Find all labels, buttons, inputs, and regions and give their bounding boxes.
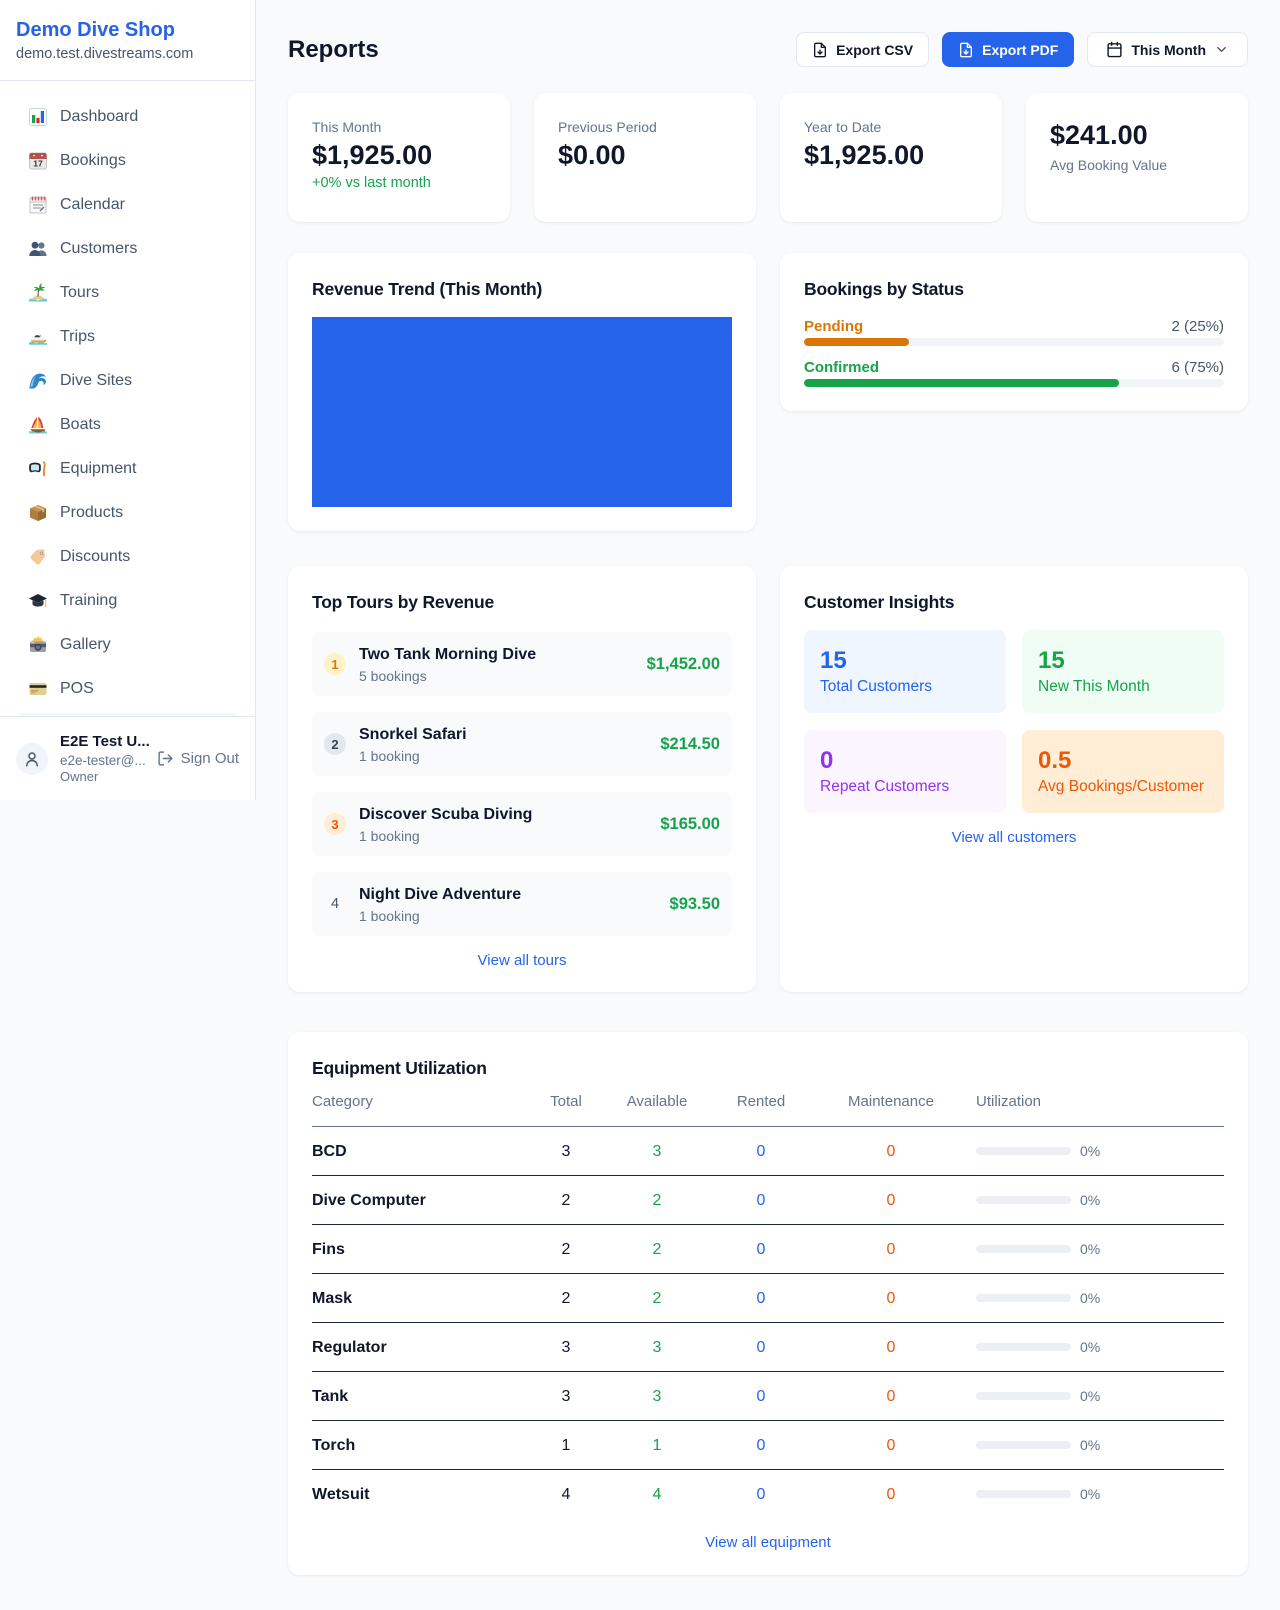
svg-text:17: 17 xyxy=(33,159,43,169)
